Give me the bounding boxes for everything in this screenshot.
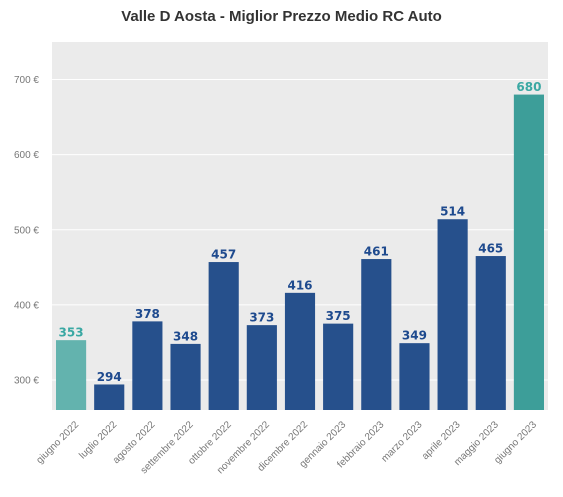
bar [132,321,163,410]
data-label: 353 [59,326,84,340]
y-tick-label: 600 € [14,150,39,161]
y-tick-label: 400 € [14,300,39,311]
data-label: 461 [364,245,389,259]
y-tick-label: 700 € [14,75,39,86]
bar [323,323,354,410]
data-label: 373 [249,311,274,325]
bar [437,219,468,410]
data-label: 457 [211,248,236,262]
bar [170,343,201,410]
data-label: 680 [516,80,541,94]
bar [246,325,277,410]
bar [475,256,506,410]
data-labels: 353 294 378 348 457 373 416 375 461 349 514 465 680 [59,80,542,384]
data-label: 348 [173,329,198,343]
data-label: 465 [478,242,503,256]
y-tick-label: 300 € [14,375,39,386]
chart-title: Valle D Aosta - Miglior Prezzo Medio RC … [121,8,442,25]
bar [56,340,87,410]
data-label: 514 [440,205,465,219]
bar [94,384,125,410]
data-label: 294 [97,370,122,384]
data-label: 349 [402,329,427,343]
x-tick-label: marzo 2023 [379,419,424,464]
data-label: 416 [287,278,312,292]
data-label: 375 [326,309,351,323]
x-tick-label: giugno 2022 [34,419,81,466]
bar [361,259,392,410]
data-label: 378 [135,307,160,321]
bar [208,262,239,410]
y-axis: 300 € 400 € 500 € 600 € 700 € [14,75,39,386]
bars [56,94,544,411]
bar [399,343,430,410]
y-tick-label: 500 € [14,225,39,236]
bar [284,292,316,410]
bar [513,94,544,411]
